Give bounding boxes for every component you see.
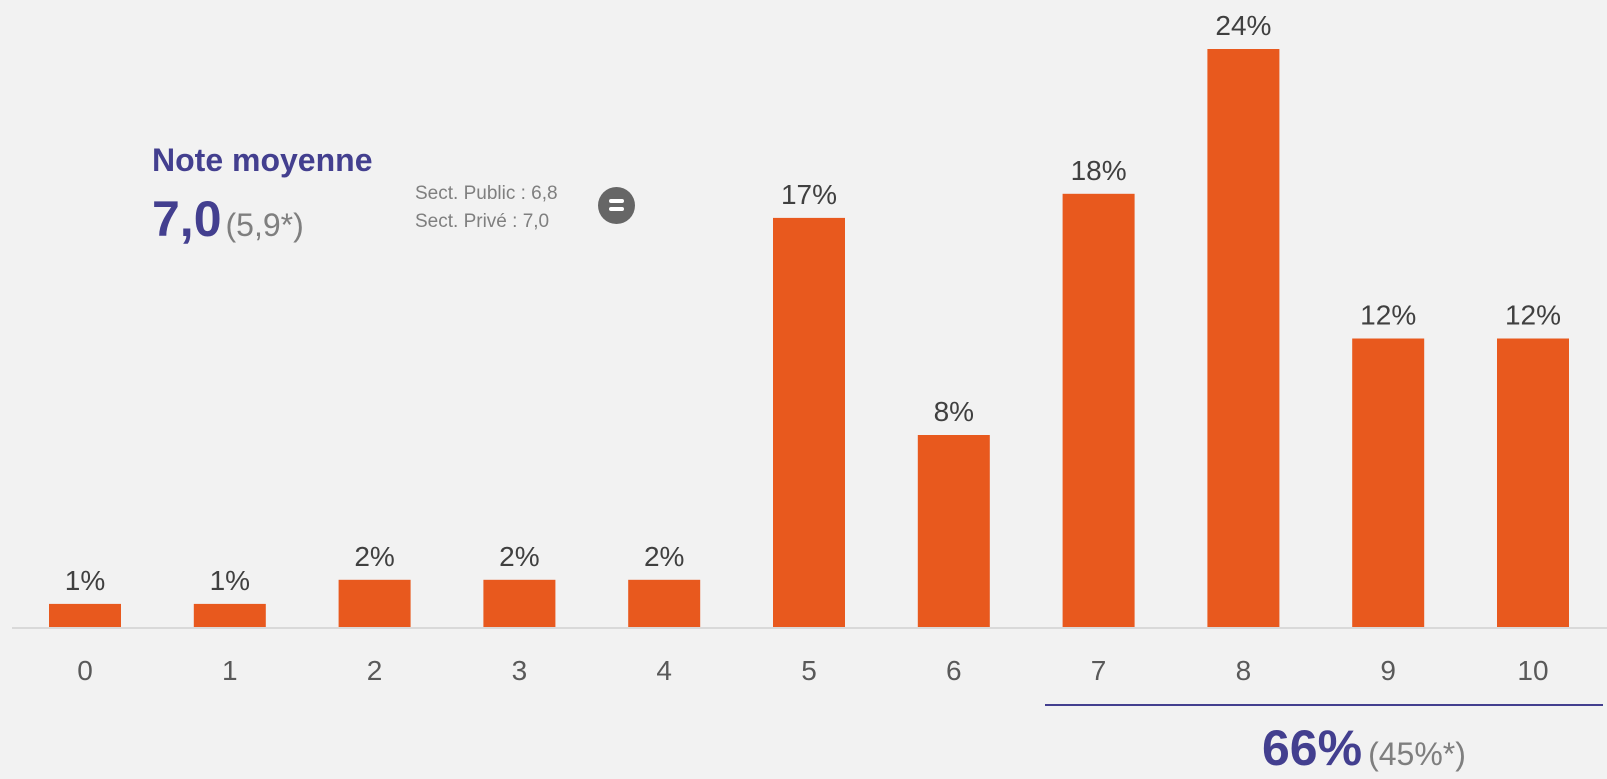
bar-7 xyxy=(1062,193,1135,629)
x-tick-label-2: 2 xyxy=(367,655,383,686)
bar-2 xyxy=(338,579,411,629)
bar-3 xyxy=(483,579,556,629)
bar-9 xyxy=(1352,338,1425,628)
average-score-title: Note moyenne xyxy=(152,142,373,178)
bar-1 xyxy=(193,603,266,628)
x-tick-label-10: 10 xyxy=(1517,655,1548,686)
data-label-5: 17% xyxy=(781,179,837,210)
average-score-previous: (5,9*) xyxy=(225,207,304,243)
sector-private-score: Sect. Privé : 7,0 xyxy=(415,211,550,232)
average-score-line: 7,0 (5,9*) xyxy=(152,190,304,248)
x-tick-label-4: 4 xyxy=(656,655,672,686)
data-label-0: 1% xyxy=(65,565,105,596)
bar-5 xyxy=(773,217,845,628)
data-label-2: 2% xyxy=(354,541,394,572)
average-score-value: 7,0 xyxy=(152,191,222,247)
bar-10 xyxy=(1497,338,1569,628)
data-label-7: 18% xyxy=(1071,155,1127,186)
group-7-10-total-line: 66% (45%*) xyxy=(1262,719,1466,777)
bar-0 xyxy=(49,603,121,628)
data-label-3: 2% xyxy=(499,541,539,572)
equal-sign-icon xyxy=(598,187,635,224)
x-tick-label-7: 7 xyxy=(1091,655,1107,686)
group-7-10-previous: (45%*) xyxy=(1368,736,1466,772)
data-label-9: 12% xyxy=(1360,300,1416,331)
x-tick-label-1: 1 xyxy=(222,655,238,686)
data-label-6: 8% xyxy=(934,396,974,427)
data-label-1: 1% xyxy=(210,565,250,596)
x-tick-label-5: 5 xyxy=(801,655,817,686)
data-label-10: 12% xyxy=(1505,300,1561,331)
group-7-10-underline xyxy=(1045,704,1603,706)
bar-4 xyxy=(628,579,701,629)
bar-6 xyxy=(917,435,990,628)
x-tick-label-8: 8 xyxy=(1236,655,1252,686)
data-label-4: 2% xyxy=(644,541,684,572)
data-label-8: 24% xyxy=(1215,10,1271,41)
x-tick-label-3: 3 xyxy=(512,655,528,686)
group-7-10-total: 66% xyxy=(1262,720,1363,776)
x-tick-label-0: 0 xyxy=(77,655,93,686)
x-tick-label-9: 9 xyxy=(1380,655,1396,686)
sector-public-score: Sect. Public : 6,8 xyxy=(415,183,558,204)
bar-8 xyxy=(1207,49,1280,628)
x-tick-label-6: 6 xyxy=(946,655,962,686)
bar-chart: 1%01%12%22%32%417%58%618%724%812%912%10 xyxy=(12,10,1607,686)
